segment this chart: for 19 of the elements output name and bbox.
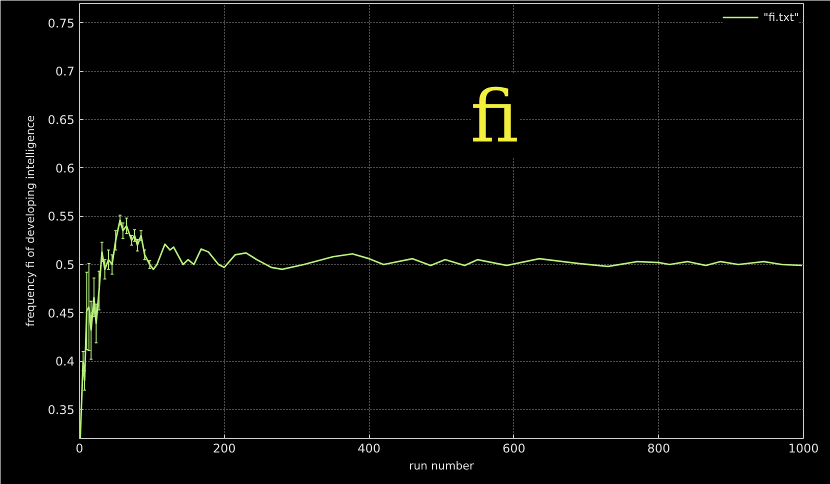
y-tick-label: 0.4 [55, 354, 75, 369]
y-tick-label: 0.75 [48, 16, 74, 30]
y-tick-label: 0.55 [48, 210, 74, 224]
x-tick-label: 200 [212, 442, 236, 456]
y-tick-label: 0.7 [55, 64, 75, 79]
y-tick-label: 0.6 [55, 161, 75, 176]
x-tick-label: 600 [502, 442, 526, 456]
legend-label: "fi.txt" [763, 10, 799, 24]
x-tick-label: 1000 [788, 442, 819, 456]
y-axis-title: frequency fi of developing intelligence [24, 115, 37, 327]
y-tick-label: 0.35 [48, 403, 74, 417]
x-tick-label: 400 [358, 442, 381, 456]
y-tick-label: 0.5 [55, 258, 75, 272]
annotation: fi [470, 74, 519, 158]
x-tick-label: 800 [647, 442, 670, 456]
y-tick-label: 0.45 [48, 306, 74, 320]
y-tick-label: 0.65 [48, 113, 74, 127]
x-axis-title: run number [409, 460, 474, 472]
x-tick-label: 0 [76, 442, 84, 456]
